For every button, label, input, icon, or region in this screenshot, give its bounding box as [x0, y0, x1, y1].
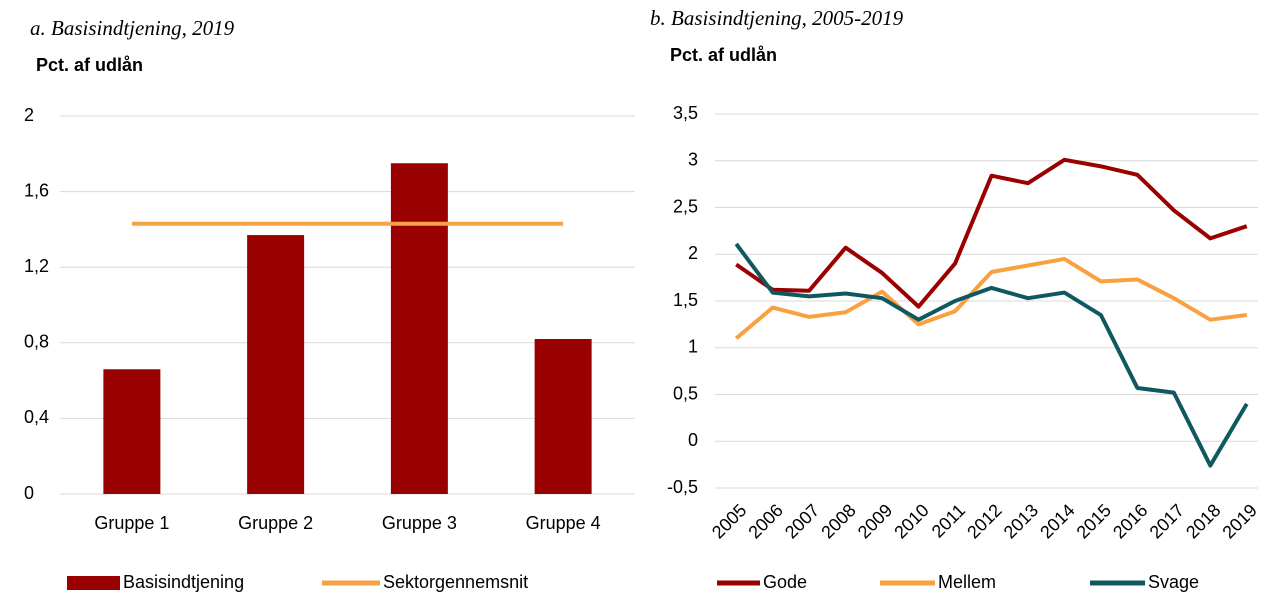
x-tick-label: 2017 [1146, 500, 1188, 542]
legend-label: Basisindtjening [123, 572, 244, 592]
y-tick-label: 2,5 [673, 196, 698, 216]
legend-swatch [67, 576, 120, 590]
y-tick-label: 0 [24, 483, 34, 503]
x-tick-label: 2013 [1000, 500, 1042, 542]
y-tick-label: 0 [688, 430, 698, 450]
legend-label: Sektorgennemsnit [383, 572, 528, 592]
x-tick-label: 2014 [1036, 500, 1078, 542]
x-tick-label: 2006 [744, 500, 786, 542]
legend-label: Mellem [938, 572, 996, 592]
series-line [734, 242, 1249, 468]
y-tick-label: 0,8 [24, 332, 49, 352]
x-tick-label: 2015 [1073, 500, 1115, 542]
x-tick-label: 2018 [1182, 500, 1224, 542]
series-line [734, 256, 1248, 340]
x-tick-label: 2010 [890, 500, 932, 542]
legend-label: Gode [763, 572, 807, 592]
y-axis-label: Pct. af udlån [670, 45, 777, 65]
x-tick-label: 2012 [963, 500, 1005, 542]
x-tick-label: 2019 [1218, 500, 1260, 542]
y-tick-label: 1 [688, 337, 698, 357]
x-tick-label: 2009 [854, 500, 896, 542]
y-tick-label: 1,5 [673, 290, 698, 310]
x-tick-label: 2008 [817, 500, 859, 542]
x-tick-label: Gruppe 1 [94, 513, 169, 533]
y-tick-label: 0,4 [24, 407, 49, 427]
x-tick-label: 2016 [1109, 500, 1151, 542]
bar [103, 369, 161, 494]
bar [247, 235, 305, 494]
x-tick-label: 2005 [708, 500, 750, 542]
y-tick-label: 0,5 [673, 383, 698, 403]
chart-title: a. Basisindtjening, 2019 [30, 16, 235, 40]
legend-label: Svage [1148, 572, 1199, 592]
x-tick-label: Gruppe 4 [526, 513, 601, 533]
bar [390, 163, 448, 494]
x-tick-label: 2007 [781, 500, 823, 542]
y-axis-label: Pct. af udlån [36, 55, 143, 75]
y-tick-label: 3,5 [673, 103, 698, 123]
x-tick-label: 2011 [928, 500, 970, 542]
y-tick-label: 1,6 [24, 180, 49, 200]
series-line [735, 157, 1248, 309]
bar [534, 339, 592, 494]
x-tick-label: Gruppe 2 [238, 513, 313, 533]
chart-title: b. Basisindtjening, 2005-2019 [650, 6, 904, 30]
y-tick-label: 2 [24, 105, 34, 125]
y-tick-label: 1,2 [24, 256, 49, 276]
y-tick-label: 2 [688, 243, 698, 263]
y-tick-label: 3 [688, 150, 698, 170]
y-tick-label: -0,5 [667, 477, 698, 497]
x-tick-label: Gruppe 3 [382, 513, 457, 533]
